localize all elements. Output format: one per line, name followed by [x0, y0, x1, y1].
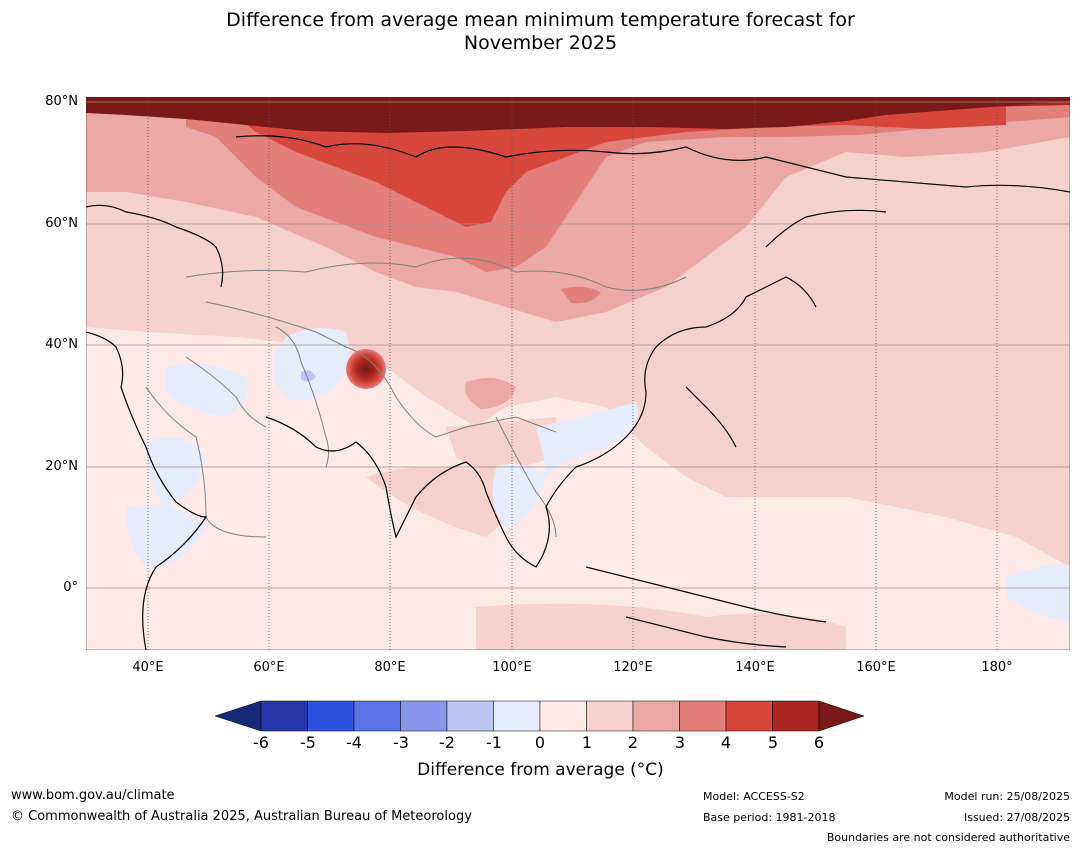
colorbar-over-arrow — [818, 700, 865, 732]
lat-label: 0° — [63, 580, 78, 595]
latitude-lines — [86, 101, 1070, 589]
anomaly-band-above-6 — [86, 97, 1070, 133]
map-title: Difference from average mean minimum tem… — [0, 9, 1081, 55]
colorbar-tick: -5 — [300, 733, 316, 752]
anomaly-map — [86, 97, 1070, 650]
colorbar-tick: -3 — [393, 733, 409, 752]
colorbar-tick: 3 — [674, 733, 686, 752]
colorbar-cell — [632, 700, 680, 732]
colorbar-tick: -2 — [439, 733, 455, 752]
lon-label: 60°E — [253, 660, 285, 675]
website-link[interactable]: www.bom.gov.au/climate — [11, 788, 175, 803]
lon-label: 120°E — [613, 660, 653, 675]
lon-label: 100°E — [492, 660, 532, 675]
lon-label: 180° — [981, 660, 1013, 675]
colorbar-tick: -6 — [253, 733, 269, 752]
anomaly-band-minus1-0 — [502, 402, 638, 527]
anomaly-band-minus1-0 — [1006, 564, 1070, 622]
lat-label: 80°N — [45, 94, 78, 109]
anomaly-band-2-3 — [465, 378, 516, 409]
colorbar-cell — [586, 700, 634, 732]
colorbar-cell — [353, 700, 401, 732]
colorbar-cell — [493, 700, 541, 732]
colorbar-tick: 2 — [627, 733, 639, 752]
colorbar-cell — [725, 700, 773, 732]
coastlines — [86, 135, 1070, 650]
colorbar-tick: -1 — [486, 733, 502, 752]
anomaly-hotspot — [346, 349, 386, 389]
colorbar-tick: 6 — [813, 733, 825, 752]
title-line-2: November 2025 — [463, 32, 618, 54]
colorbar-cell — [772, 700, 820, 732]
anomaly-band-1-2 — [446, 417, 556, 477]
colorbar-tick: -4 — [346, 733, 362, 752]
anomaly-band-minus1-0 — [126, 504, 206, 567]
anomaly-band-minus1-0 — [272, 328, 350, 401]
lat-label: 20°N — [45, 459, 78, 474]
model-run-text: Model run: 25/08/2025 — [944, 790, 1070, 803]
colorbar — [214, 700, 865, 732]
lat-label: 60°N — [45, 216, 78, 231]
anomaly-band-minus1-0 — [146, 437, 206, 507]
colorbar-label: Difference from average (°C) — [417, 760, 664, 780]
graticule — [147, 97, 998, 650]
anomaly-band-minus1-0 — [492, 463, 546, 527]
copyright-text: © Commonwealth of Australia 2025, Austra… — [11, 809, 472, 824]
lat-label: 40°N — [45, 337, 78, 352]
colorbar-cell — [400, 700, 448, 732]
colorbar-tick: 4 — [720, 733, 732, 752]
colorbar-tick: 5 — [767, 733, 779, 752]
colorbar-cell — [539, 700, 587, 732]
colorbar-cell — [307, 700, 355, 732]
colorbar-tick: 0 — [534, 733, 546, 752]
colorbar-tick: 1 — [581, 733, 593, 752]
base-period-text: Base period: 1981-2018 — [703, 811, 836, 824]
title-line-1: Difference from average mean minimum tem… — [226, 9, 855, 31]
colorbar-cell — [679, 700, 727, 732]
colorbar-under-arrow — [214, 700, 262, 732]
anomaly-band-minus2-minus1 — [301, 370, 316, 382]
lon-label: 40°E — [132, 660, 164, 675]
lon-label: 80°E — [374, 660, 406, 675]
colorbar-cell — [260, 700, 308, 732]
anomaly-band-1-2 — [366, 467, 513, 537]
issued-text: Issued: 27/08/2025 — [963, 811, 1070, 824]
anomaly-band-minus1-0 — [166, 363, 249, 417]
anomaly-band-1-2 — [476, 603, 846, 650]
lon-label: 140°E — [735, 660, 775, 675]
anomaly-band-3-4 — [561, 286, 601, 304]
model-text: Model: ACCESS-S2 — [703, 790, 805, 803]
colorbar-cell — [446, 700, 494, 732]
disclaimer-text: Boundaries are not considered authoritat… — [826, 831, 1070, 844]
lon-label: 160°E — [856, 660, 896, 675]
